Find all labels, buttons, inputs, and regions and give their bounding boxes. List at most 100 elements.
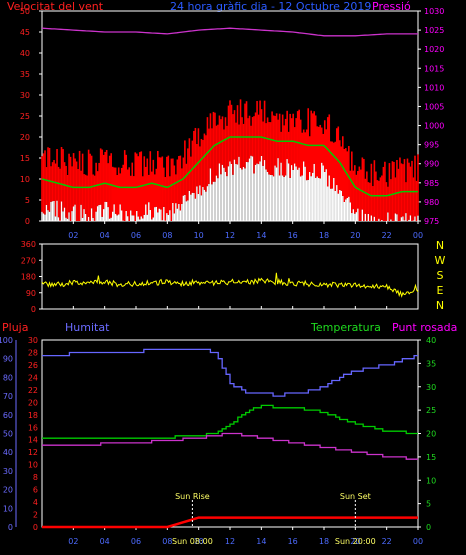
temp-y-tick-label: 5	[426, 500, 431, 509]
pressure-y-tick-label: 990	[424, 160, 439, 169]
direction-y-tick-label: 0	[31, 305, 36, 314]
lower-x-tick-label: 14	[256, 537, 266, 546]
temp-y-tick-label: 40	[426, 336, 436, 345]
humidity-y-tick-label: 30	[28, 336, 38, 345]
pressure-y-tick-label: 1025	[424, 26, 444, 35]
rain-y-tick-label: 0	[8, 523, 13, 532]
temp-y-tick-label: 20	[426, 430, 436, 439]
direction-y-tick-label: 180	[21, 273, 36, 282]
rain-y-tick-label: 90	[3, 355, 13, 364]
temp-y-tick-label: 35	[426, 359, 436, 368]
direction-y-tick-label: 270	[21, 256, 36, 265]
dewpoint-line	[42, 432, 418, 460]
humidity-y-tick-label: 28	[28, 348, 38, 357]
rain-y-tick-label: 10	[3, 504, 13, 513]
sunrise-label: Sun Rise	[175, 492, 210, 501]
wind-x-tick-label: 00	[413, 231, 423, 240]
direction-y-tick-label: 360	[21, 240, 36, 249]
wind-y-tick-label: 40	[20, 49, 30, 58]
wind-y-tick-label: 20	[20, 133, 30, 142]
wind-y-tick-label: 25	[20, 112, 30, 121]
wind-pressure-panel: 0510152025303540455097598098599099510001…	[20, 7, 445, 240]
wind-y-tick-label: 0	[25, 217, 30, 226]
lower-x-tick-label: 02	[68, 537, 78, 546]
humidity-y-tick-label: 10	[28, 461, 38, 470]
temp-y-tick-label: 30	[426, 383, 436, 392]
rain-y-tick-label: 20	[3, 486, 13, 495]
wind-x-tick-label: 06	[131, 231, 141, 240]
wind-x-tick-label: 18	[319, 231, 329, 240]
humidity-line	[42, 348, 418, 397]
sunset-time-label: Sun 20:00	[335, 537, 376, 546]
lower-x-tick-label: 16	[288, 537, 298, 546]
rain-y-tick-label: 30	[3, 467, 13, 476]
humidity-temperature-panel: 0102030405060708090100024681012141618202…	[0, 336, 436, 546]
wind-speed-label: Velocitat del vent	[7, 0, 104, 13]
pressure-y-tick-label: 995	[424, 141, 439, 150]
pressure-y-tick-label: 985	[424, 179, 439, 188]
rain-y-tick-label: 40	[3, 448, 13, 457]
lower-x-tick-label: 04	[100, 537, 110, 546]
wind-x-tick-label: 08	[162, 231, 172, 240]
dewpoint-label: Punt rosada	[392, 321, 458, 334]
lower-x-tick-label: 00	[413, 537, 423, 546]
humidity-y-tick-label: 16	[28, 423, 38, 432]
pressure-y-tick-label: 1010	[424, 83, 444, 92]
humidity-y-tick-label: 0	[33, 523, 38, 532]
wind-x-tick-label: 20	[350, 231, 360, 240]
lower-x-tick-label: 08	[162, 537, 172, 546]
lower-x-tick-label: 06	[131, 537, 141, 546]
wind-y-tick-label: 45	[20, 28, 30, 37]
humidity-y-tick-label: 26	[28, 361, 38, 370]
wind-x-tick-label: 22	[382, 231, 392, 240]
sunset-label: Sun Set	[340, 492, 371, 501]
pressure-y-tick-label: 1030	[424, 7, 444, 16]
lower-x-tick-label: 12	[225, 537, 235, 546]
avg-wind-line	[41, 136, 418, 197]
wind-y-tick-label: 50	[20, 7, 30, 16]
pressure-line	[41, 27, 418, 37]
sunrise-time-label: Sun 08:00	[172, 537, 213, 546]
wind-x-tick-label: 14	[256, 231, 266, 240]
compass-label: N	[436, 299, 444, 312]
pressure-y-tick-label: 1000	[424, 122, 444, 131]
temp-y-tick-label: 10	[426, 476, 436, 485]
humidity-y-tick-label: 6	[33, 486, 38, 495]
wind-y-tick-label: 10	[20, 175, 30, 184]
pressure-y-tick-label: 1005	[424, 102, 444, 111]
humidity-label: Humitat	[65, 321, 110, 334]
temp-y-tick-label: 0	[426, 523, 431, 532]
humidity-y-tick-label: 22	[28, 386, 38, 395]
rain-y-tick-label: 100	[0, 336, 13, 345]
pressure-label: Pressió	[372, 0, 411, 13]
humidity-y-tick-label: 4	[33, 498, 38, 507]
wind-y-tick-label: 30	[20, 91, 30, 100]
humidity-y-tick-label: 2	[33, 511, 38, 520]
pressure-y-tick-label: 980	[424, 198, 439, 207]
wind-y-tick-label: 15	[20, 154, 30, 163]
compass-label: W	[435, 254, 446, 267]
temp-y-tick-label: 15	[426, 453, 436, 462]
wind-x-tick-label: 16	[288, 231, 298, 240]
temperature-label: Temperatura	[311, 321, 381, 334]
rain-line	[42, 516, 418, 529]
chart-title: 24 hora gràfic dia - 12 Octubre 2019	[170, 0, 372, 13]
humidity-y-tick-label: 24	[28, 373, 38, 382]
pressure-y-tick-label: 1020	[424, 45, 444, 54]
lower-x-tick-label: 22	[382, 537, 392, 546]
direction-line	[41, 272, 419, 298]
humidity-y-tick-label: 14	[28, 436, 38, 445]
wind-x-tick-label: 10	[194, 231, 204, 240]
gust-bars	[41, 99, 419, 221]
wind-y-tick-label: 5	[25, 196, 30, 205]
lower-x-tick-label: 10	[194, 537, 204, 546]
rain-y-tick-label: 80	[3, 373, 13, 382]
rain-label: Pluja	[2, 321, 29, 334]
temperature-line	[42, 404, 418, 439]
humidity-y-tick-label: 18	[28, 411, 38, 420]
wind-x-tick-label: 02	[68, 231, 78, 240]
lower-x-tick-label: 18	[319, 537, 329, 546]
rain-y-tick-label: 60	[3, 411, 13, 420]
